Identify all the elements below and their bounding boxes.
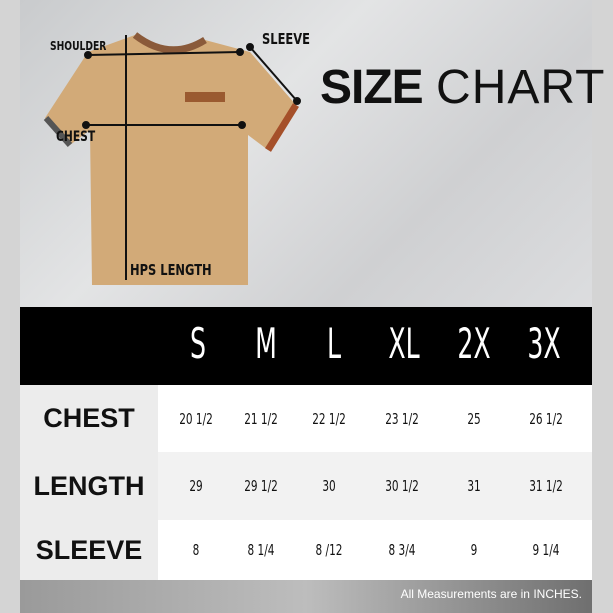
- table-row: SLEEVE 8 8 1/4 8 /12 8 3/4 9 9 1/4: [20, 520, 592, 580]
- row-label: CHEST: [20, 385, 158, 452]
- table-row: CHEST 20 1/2 21 1/2 22 1/2 23 1/2 25 26 1/2: [20, 385, 592, 452]
- table-cell: 23 1/2: [385, 409, 419, 428]
- footer: All Measurements are in INCHES.: [20, 580, 592, 613]
- table-cell: 22 1/2: [312, 409, 346, 428]
- table-cell: 30 1/2: [385, 477, 419, 495]
- measurement-note: All Measurements are in INCHES.: [400, 587, 582, 601]
- size-l: L: [326, 319, 342, 368]
- row-label: LENGTH: [20, 452, 158, 520]
- table-cell: 29: [189, 477, 203, 495]
- size-s: S: [189, 319, 206, 368]
- row-label: SLEEVE: [20, 520, 158, 580]
- table-cell: 25: [467, 409, 481, 428]
- size-header-row: S M L XL 2X 3X: [20, 307, 592, 385]
- size-m: M: [255, 319, 277, 368]
- table-cell: 8: [192, 541, 200, 559]
- size-2x: 2X: [457, 319, 491, 368]
- hps-length-label: HPS LENGTH: [130, 261, 212, 279]
- table-cell: 9: [470, 541, 478, 559]
- tshirt-diagram: [43, 32, 301, 285]
- table-cell: 31: [467, 477, 481, 495]
- table-row: LENGTH 29 29 1/2 30 30 1/2 31 31 1/2: [20, 452, 592, 520]
- size-3x: 3X: [527, 319, 561, 368]
- page-title: SIZE CHART: [320, 60, 606, 115]
- title-bold: SIZE: [320, 61, 424, 114]
- table-cell: 20 1/2: [179, 409, 213, 428]
- table-cell: 8 3/4: [388, 541, 416, 559]
- size-xl: XL: [388, 319, 420, 368]
- table-cell: 26 1/2: [529, 409, 563, 428]
- chest-label: CHEST: [56, 129, 96, 145]
- sleeve-label: SLEEVE: [262, 30, 310, 48]
- title-light: CHART: [436, 61, 606, 114]
- table-cell: 21 1/2: [244, 409, 278, 428]
- table-cell: 8 1/4: [247, 541, 275, 559]
- table-cell: 29 1/2: [244, 477, 278, 495]
- table-cell: 9 1/4: [532, 541, 560, 559]
- table-cell: 8 /12: [315, 541, 343, 559]
- table-cell: 30: [322, 477, 336, 495]
- table-cell: 31 1/2: [529, 477, 563, 495]
- shoulder-label: SHOULDER: [50, 39, 107, 53]
